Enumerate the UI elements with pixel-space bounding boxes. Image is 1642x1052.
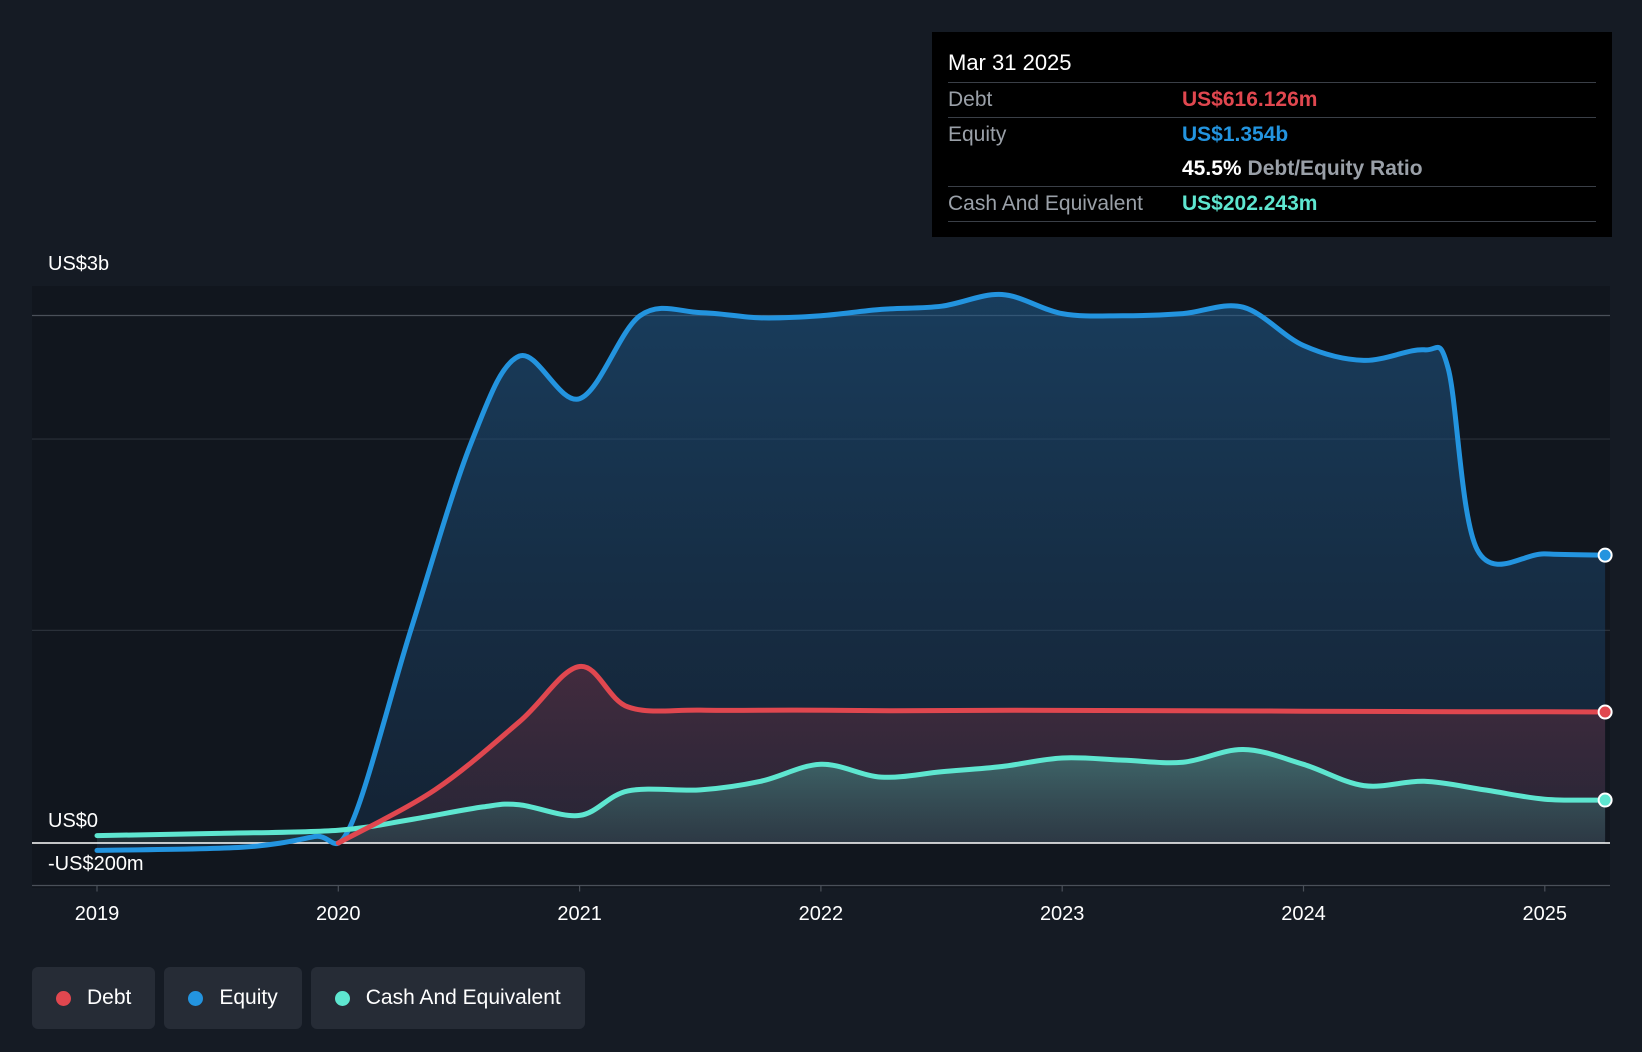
tooltip-row-cash: Cash And Equivalent US$202.243m: [948, 187, 1596, 222]
x-tick-label: 2025: [1523, 903, 1568, 925]
debt-line: [335, 664, 1608, 846]
debt-end-dot[interactable]: [1597, 704, 1613, 720]
tooltip-equity-label: Equity: [948, 123, 1007, 146]
x-tick-label: 2019: [75, 903, 120, 925]
tooltip-cash-label: Cash And Equivalent: [948, 192, 1143, 215]
x-tick-label: 2022: [799, 903, 844, 925]
legend-label-cash: Cash And Equivalent: [365, 986, 561, 1009]
x-axis-ticks: 2019 2020 2021 2022 2023 2024 2025: [75, 885, 1568, 925]
tooltip-panel: Mar 31 2025 Debt US$616.126m Equity US$1…: [932, 32, 1612, 237]
tooltip-row-ratio: 45.5% Debt/Equity Ratio: [948, 152, 1596, 187]
y-label-top: US$3b: [48, 253, 109, 275]
x-tick-label: 2021: [557, 903, 602, 925]
x-tick-label: 2020: [316, 903, 361, 925]
x-tick-label: 2024: [1281, 903, 1326, 925]
tooltip-row-debt: Debt US$616.126m: [948, 83, 1596, 118]
tooltip-ratio-label: Debt/Equity Ratio: [1247, 157, 1423, 180]
cash-line: [94, 746, 1608, 839]
x-tick-label: 2023: [1040, 903, 1085, 925]
series-end-dots: [1597, 547, 1613, 808]
tooltip-ratio-value: 45.5%: [1182, 157, 1242, 180]
tooltip-date: Mar 31 2025: [948, 46, 1596, 83]
legend-item-cash[interactable]: Cash And Equivalent: [310, 967, 585, 1029]
legend: Debt Equity Cash And Equivalent: [32, 967, 594, 1029]
equity-dot-icon: [188, 990, 204, 1006]
y-label-zero: US$0: [48, 810, 98, 832]
series-lines: [94, 291, 1608, 853]
cash-end-dot[interactable]: [1597, 792, 1613, 808]
tooltip-equity-value: US$1.354b: [1182, 123, 1289, 146]
y-label-bottom: -US$200m: [48, 853, 144, 875]
cash-area: [97, 749, 1606, 843]
legend-item-equity[interactable]: Equity: [164, 967, 302, 1029]
tooltip-debt-label: Debt: [948, 88, 993, 111]
cash-dot-icon: [334, 990, 350, 1006]
debt-dot-icon: [56, 990, 71, 1006]
legend-label-debt: Debt: [87, 986, 132, 1009]
tooltip-cash-value: US$202.243m: [1182, 192, 1318, 215]
legend-label-equity: Equity: [219, 986, 278, 1009]
equity-end-dot[interactable]: [1597, 547, 1613, 563]
equity-line: [94, 291, 1608, 853]
tooltip-debt-value: US$616.126m: [1182, 88, 1318, 111]
tooltip-row-equity: Equity US$1.354b: [948, 118, 1596, 152]
legend-item-debt[interactable]: Debt: [32, 967, 156, 1029]
